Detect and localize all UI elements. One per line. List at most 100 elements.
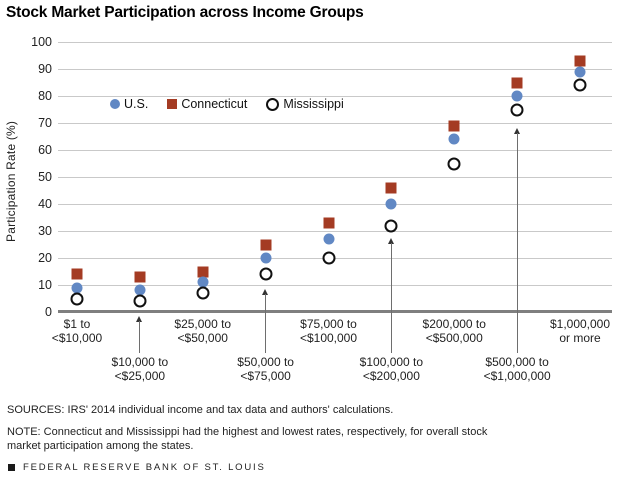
x-category-label-line: <$500,000 bbox=[425, 330, 483, 345]
gridline bbox=[58, 203, 612, 205]
legend-label: Mississippi bbox=[283, 97, 344, 111]
x-category-label-line: or more bbox=[559, 330, 601, 345]
y-tick-label: 100 bbox=[31, 34, 52, 49]
x-category-label: $500,000 to <$1,000,000 bbox=[483, 355, 551, 383]
gridline bbox=[58, 257, 612, 259]
x-axis-line bbox=[58, 310, 612, 313]
data-point-connecticut bbox=[197, 266, 209, 277]
legend-item-connecticut: Connecticut bbox=[167, 97, 247, 111]
x-category-label: $200,000 to <$500,000 bbox=[422, 317, 486, 345]
x-category-label: $100,000 to <$200,000 bbox=[359, 355, 424, 383]
x-category-label: $25,000 to <$50,000 bbox=[174, 317, 232, 345]
x-category-label-line: $200,000 to bbox=[422, 317, 486, 331]
gridline bbox=[58, 122, 612, 124]
x-category-label-line: <$25,000 bbox=[114, 368, 166, 383]
x-category-label: $50,000 to <$75,000 bbox=[237, 355, 294, 383]
gridline bbox=[58, 176, 612, 178]
data-point-us bbox=[197, 276, 209, 288]
y-tick-label: 40 bbox=[38, 196, 52, 211]
note-text: NOTE: Connecticut and Mississippi had th… bbox=[7, 426, 488, 452]
x-category-label-line: <$200,000 bbox=[362, 368, 420, 383]
chart-footer: SOURCES: IRS' 2014 individual income and… bbox=[7, 404, 613, 453]
x-category-label-line: $100,000 to bbox=[359, 355, 424, 369]
y-tick-label: 50 bbox=[38, 169, 52, 184]
data-point-mississippi bbox=[259, 267, 273, 281]
data-point-connecticut bbox=[323, 217, 334, 229]
data-point-mississippi bbox=[322, 251, 335, 265]
legend-label: U.S. bbox=[124, 97, 149, 111]
data-point-connecticut bbox=[260, 239, 272, 250]
open-circle-icon bbox=[266, 97, 280, 111]
x-category-label-line: <$1,000,000 bbox=[483, 368, 551, 383]
x-category-label-line: $25,000 to bbox=[174, 317, 232, 331]
y-tick-label: 0 bbox=[45, 304, 52, 319]
label-connector-line bbox=[139, 321, 141, 353]
data-point-mississippi bbox=[133, 294, 147, 308]
legend-item-mississippi: Mississippi bbox=[266, 97, 344, 111]
data-point-mississippi bbox=[510, 103, 524, 116]
x-category-label: $10,000 to <$25,000 bbox=[111, 355, 169, 383]
x-category-label: $1 to <$10,000 bbox=[51, 317, 103, 345]
chart-legend: U.S. Connecticut Mississippi bbox=[110, 97, 344, 111]
x-category-label-line: <$10,000 bbox=[51, 330, 103, 345]
data-point-us bbox=[134, 284, 146, 296]
gridline bbox=[58, 149, 612, 151]
gridline bbox=[58, 230, 612, 232]
data-point-connecticut bbox=[574, 55, 586, 67]
label-connector-arrowhead bbox=[513, 128, 520, 135]
plot-area bbox=[58, 41, 612, 313]
y-tick-label: 30 bbox=[38, 223, 52, 238]
brand-square-icon bbox=[8, 464, 15, 471]
y-tick-label: 80 bbox=[38, 88, 52, 103]
data-point-mississippi bbox=[70, 292, 84, 305]
brand-row: FEDERAL RESERVE BANK OF ST. LOUIS bbox=[8, 462, 266, 473]
data-point-connecticut bbox=[385, 182, 397, 194]
data-point-connecticut bbox=[511, 77, 523, 88]
legend-label: Connecticut bbox=[181, 97, 248, 111]
x-category-label-line: $75,000 to bbox=[300, 317, 357, 331]
gridline bbox=[58, 68, 612, 70]
gridline bbox=[58, 41, 612, 43]
label-connector-line bbox=[390, 242, 392, 353]
filled-square-icon bbox=[167, 99, 178, 109]
label-connector-arrowhead bbox=[136, 316, 143, 323]
data-point-mississippi bbox=[573, 78, 587, 92]
data-point-us bbox=[385, 198, 397, 210]
gridline bbox=[58, 284, 612, 286]
x-category-label-line: $500,000 to bbox=[485, 355, 549, 369]
data-point-connecticut bbox=[71, 268, 83, 280]
label-connector-line bbox=[516, 133, 518, 353]
label-connector-arrowhead bbox=[387, 237, 394, 244]
x-category-label: $75,000 to <$100,000 bbox=[299, 317, 358, 345]
data-point-mississippi bbox=[447, 157, 461, 170]
x-category-label-line: $50,000 to bbox=[237, 355, 294, 369]
x-category-label-line: <$100,000 bbox=[299, 330, 358, 345]
data-point-us bbox=[71, 282, 83, 294]
data-point-us bbox=[511, 90, 523, 102]
sources-text: SOURCES: IRS' 2014 individual income and… bbox=[7, 404, 394, 416]
x-category-label-line: <$75,000 bbox=[240, 368, 291, 383]
chart-title: Stock Market Participation across Income… bbox=[6, 4, 364, 21]
x-category-label: $1,000,000 or more bbox=[549, 317, 611, 345]
legend-item-us: U.S. bbox=[110, 97, 148, 111]
data-point-mississippi bbox=[196, 286, 210, 300]
data-point-us bbox=[574, 66, 586, 78]
x-category-label-line: $1,000,000 bbox=[549, 317, 611, 331]
data-point-us bbox=[260, 252, 272, 264]
y-tick-label: 90 bbox=[38, 61, 52, 76]
data-point-us bbox=[323, 233, 334, 245]
y-tick-label: 60 bbox=[38, 142, 52, 157]
y-tick-label: 70 bbox=[38, 115, 52, 130]
y-tick-label: 20 bbox=[38, 250, 52, 265]
y-tick-label: 10 bbox=[38, 277, 52, 292]
data-point-mississippi bbox=[384, 219, 398, 233]
x-category-label-line: $10,000 to bbox=[111, 355, 169, 369]
brand-text: FEDERAL RESERVE BANK OF ST. LOUIS bbox=[23, 462, 266, 473]
gridline bbox=[58, 95, 612, 97]
x-category-label-line: <$50,000 bbox=[177, 330, 228, 345]
data-point-connecticut bbox=[134, 271, 146, 283]
label-connector-arrowhead bbox=[262, 289, 269, 296]
data-point-us bbox=[448, 133, 460, 145]
x-category-label-line: $1 to bbox=[63, 317, 91, 331]
